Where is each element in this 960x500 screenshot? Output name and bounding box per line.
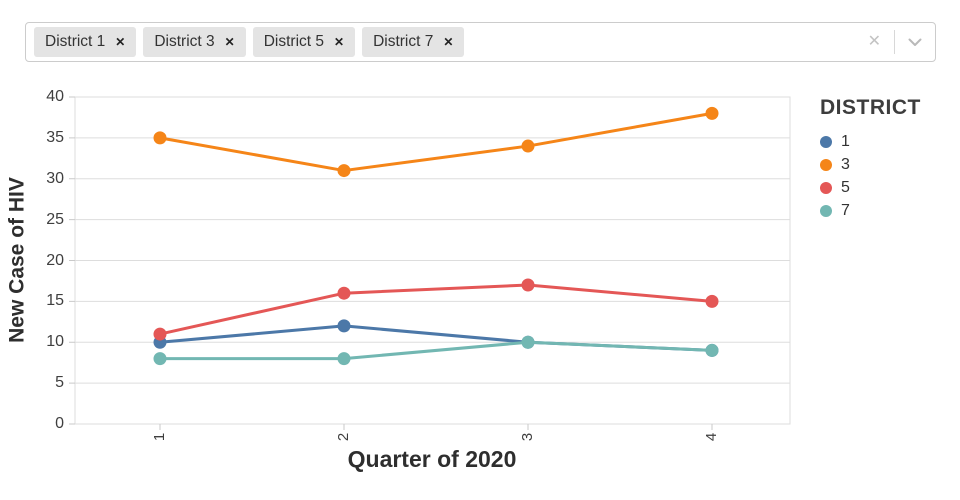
legend-label: 7 bbox=[841, 202, 850, 219]
y-tick-label: 20 bbox=[46, 251, 64, 269]
data-point bbox=[521, 139, 535, 153]
legend-swatch-icon bbox=[820, 159, 832, 171]
series-line-5 bbox=[159, 283, 713, 336]
y-tick-label: 40 bbox=[46, 88, 64, 105]
y-tick-label: 35 bbox=[46, 128, 64, 146]
y-tick-label: 10 bbox=[46, 333, 64, 351]
data-point bbox=[521, 335, 535, 349]
tag-remove-icon[interactable]: ✕ bbox=[224, 35, 235, 49]
legend-item: 5 bbox=[820, 179, 960, 197]
data-point bbox=[705, 294, 719, 308]
district-multiselect[interactable]: District 1 ✕ District 3 ✕ District 5 ✕ Distric… bbox=[25, 22, 936, 62]
tag-remove-icon[interactable]: ✕ bbox=[115, 35, 126, 49]
legend-label: 3 bbox=[841, 156, 850, 173]
legend-swatch-icon bbox=[820, 136, 832, 148]
data-point bbox=[337, 164, 351, 178]
y-tick-label: 25 bbox=[46, 210, 64, 228]
data-point bbox=[153, 335, 167, 349]
series-line-7 bbox=[160, 340, 713, 361]
series-line-1 bbox=[159, 324, 713, 352]
y-tick-label: 15 bbox=[46, 292, 64, 310]
legend-item: 1 bbox=[820, 133, 960, 151]
data-point bbox=[521, 335, 535, 349]
data-point bbox=[521, 278, 535, 292]
selected-tag-label: District 1 bbox=[45, 33, 106, 50]
data-point bbox=[153, 327, 167, 341]
data-point bbox=[153, 131, 167, 145]
data-point bbox=[337, 286, 351, 300]
data-point bbox=[705, 343, 719, 357]
selected-tag[interactable]: District 3 ✕ bbox=[143, 27, 246, 57]
legend-items: 1 3 5 7 bbox=[820, 133, 960, 220]
x-axis-title: Quarter of 2020 bbox=[347, 446, 517, 472]
legend-swatch-icon bbox=[820, 182, 832, 194]
data-point bbox=[705, 106, 719, 120]
tag-remove-icon[interactable]: ✕ bbox=[443, 35, 454, 49]
selected-tag-label: District 7 bbox=[373, 33, 434, 50]
selected-tag-label: District 3 bbox=[154, 33, 215, 50]
series-line-3 bbox=[159, 111, 713, 173]
legend-label: 5 bbox=[841, 179, 850, 196]
data-point bbox=[153, 352, 167, 366]
legend-item: 7 bbox=[820, 202, 960, 220]
selected-tag[interactable]: District 5 ✕ bbox=[252, 27, 356, 57]
legend-label: 1 bbox=[841, 133, 850, 150]
dropdown-divider bbox=[894, 30, 895, 54]
selected-tag-label: District 5 bbox=[263, 33, 325, 50]
legend-swatch-icon bbox=[820, 205, 832, 217]
y-tick-label: 0 bbox=[55, 415, 64, 432]
legend-title: DISTRICT bbox=[820, 96, 921, 119]
legend: DISTRICT 1 3 5 7 bbox=[820, 96, 960, 220]
selected-tag[interactable]: District 7 ✕ bbox=[362, 27, 465, 57]
y-axis-title: New Case of HIV bbox=[5, 177, 29, 343]
data-point bbox=[337, 319, 351, 333]
data-point bbox=[337, 352, 351, 366]
data-point bbox=[705, 343, 719, 357]
clear-selection-icon[interactable]: ✕ bbox=[867, 33, 881, 50]
selected-tag[interactable]: District 1 ✕ bbox=[34, 27, 137, 57]
selected-tags: District 1 ✕ District 3 ✕ District 5 ✕ Distric… bbox=[26, 27, 855, 57]
tag-remove-icon[interactable]: ✕ bbox=[334, 35, 345, 49]
legend-item: 3 bbox=[820, 156, 960, 174]
chevron-down-icon[interactable] bbox=[895, 38, 935, 47]
y-tick-label: 30 bbox=[46, 169, 64, 187]
y-tick-label: 5 bbox=[55, 374, 64, 392]
